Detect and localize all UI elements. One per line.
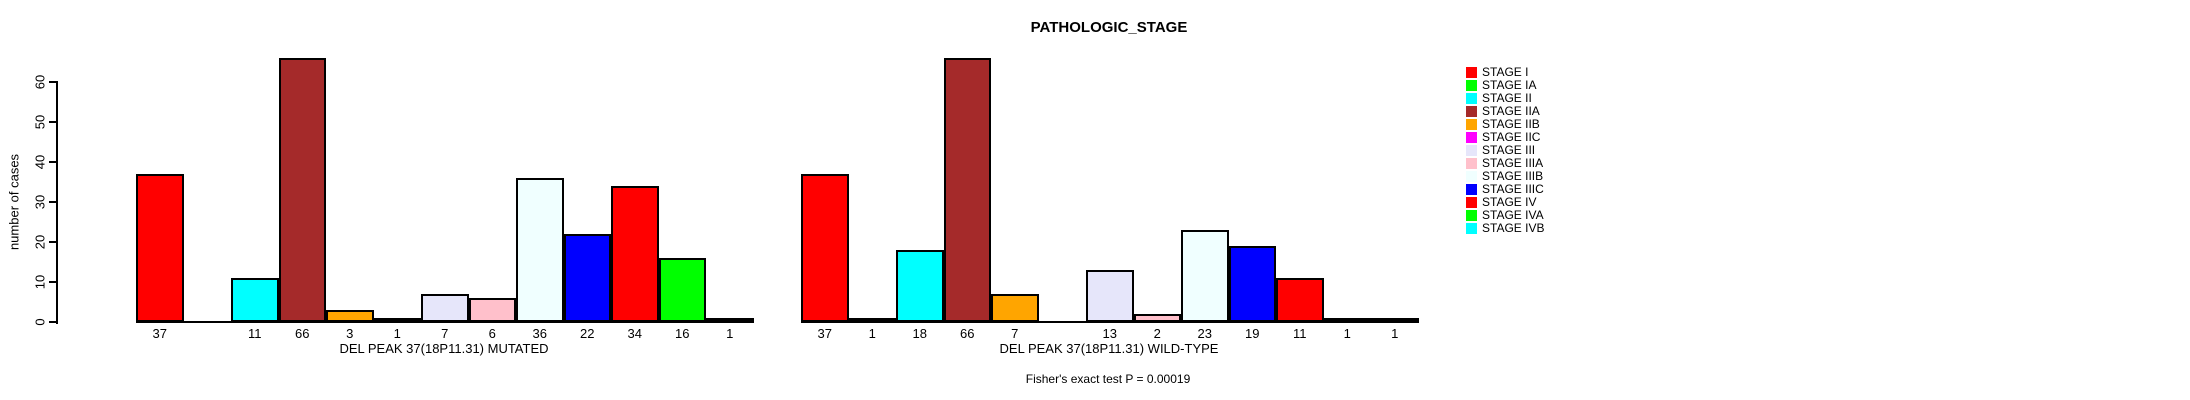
legend-swatch [1466,132,1477,143]
legend-label: STAGE IIIB [1482,169,1544,183]
y-tick [49,121,57,123]
y-tick-label: 50 [32,114,48,130]
bar [943,58,991,322]
legend-swatch [1466,223,1477,234]
x-axis-title-wildtype: DEL PEAK 37(18P11.31) WILD-TYPE [999,341,1219,356]
legend-label: STAGE IIIC [1482,182,1544,196]
bar-count-label: 13 [1102,326,1117,341]
legend-swatch [1466,119,1477,130]
y-tick [49,161,57,163]
legend-label: STAGE III [1482,143,1536,157]
bar [611,186,659,322]
bar-count-label: 37 [152,326,167,341]
y-tick [49,241,57,243]
bar [516,178,564,322]
bar-count-label: 18 [912,326,927,341]
bar [1181,230,1229,322]
bar [1371,318,1419,322]
bar [326,310,374,322]
bar-count-label: 3 [346,326,354,341]
legend-label: STAGE IIC [1482,130,1541,144]
legend-swatch [1466,80,1477,91]
bar-count-label: 2 [1153,326,1161,341]
legend-label: STAGE I [1482,65,1529,79]
legend-swatch [1466,145,1477,156]
x-axis-baseline [801,321,1419,323]
legend-swatch [1466,171,1477,182]
legend-swatch [1466,210,1477,221]
y-tick [49,81,57,83]
legend-label: STAGE IIB [1482,117,1540,131]
bar-count-label: 1 [393,326,401,341]
bar-count-label: 6 [488,326,496,341]
bar [1133,314,1181,322]
bar-count-label: 7 [1011,326,1019,341]
x-axis-title-mutated: DEL PEAK 37(18P11.31) MUTATED [339,341,549,356]
bar-count-label: 1 [1391,326,1399,341]
bar [1323,318,1371,322]
y-tick-label: 60 [32,74,48,90]
bar-count-label: 19 [1245,326,1260,341]
bar-count-label: 22 [580,326,595,341]
bar [278,58,326,322]
bar-count-label: 11 [1293,326,1307,341]
bar [563,234,611,322]
fisher-test-annotation: Fisher's exact test P = 0.00019 [1025,372,1191,386]
y-tick-label: 40 [32,154,48,170]
legend-label: STAGE IIIA [1482,156,1544,170]
bar [231,278,279,322]
bar [136,174,184,322]
legend-label: STAGE IIA [1482,104,1540,118]
bar-count-label: 66 [960,326,975,341]
x-axis-baseline [136,321,754,323]
bar-count-label: 36 [532,326,547,341]
legend-label: STAGE IVA [1482,208,1544,222]
bar [706,318,754,322]
bar-count-label: 37 [817,326,832,341]
legend-swatch [1466,197,1477,208]
bar [896,250,944,322]
bar [1228,246,1276,322]
legend: STAGE I STAGE IA STAGE II STAGE IIA STAGE II… [1460,60,1600,240]
legend-label: STAGE IV [1482,195,1537,209]
bar [421,294,469,322]
bar-count-label: 11 [248,326,262,341]
legend-swatch [1466,106,1477,117]
bar-count-label: 16 [675,326,690,341]
y-tick-label: 0 [32,318,48,326]
y-tick [49,201,57,203]
bar-count-label: 1 [726,326,734,341]
legend-label: STAGE IVB [1482,221,1545,235]
chart-title: PATHOLOGIC_STAGE [1030,19,1188,36]
bar-count-label: 34 [627,326,642,341]
bar-count-label: 1 [1343,326,1351,341]
y-tick-label: 30 [32,194,48,210]
bar [848,318,896,322]
y-tick [49,281,57,283]
legend-swatch [1466,158,1477,169]
bar [801,174,849,322]
legend-label: STAGE IA [1482,78,1537,92]
bar [1276,278,1324,322]
y-tick-label: 20 [32,234,48,250]
bar [468,298,516,322]
y-tick [49,321,57,323]
legend-swatch [1466,184,1477,195]
bar-count-label: 1 [868,326,876,341]
y-tick-label: 10 [32,274,48,290]
bar [991,294,1039,322]
y-axis-line [56,81,58,324]
bar-count-label: 66 [295,326,310,341]
bar [1086,270,1134,322]
bar [658,258,706,322]
bar [373,318,421,322]
bar-count-label: 7 [441,326,449,341]
bar-count-label: 23 [1197,326,1212,341]
legend-label: STAGE II [1482,91,1532,105]
legend-swatch [1466,67,1477,78]
legend-swatch [1466,93,1477,104]
